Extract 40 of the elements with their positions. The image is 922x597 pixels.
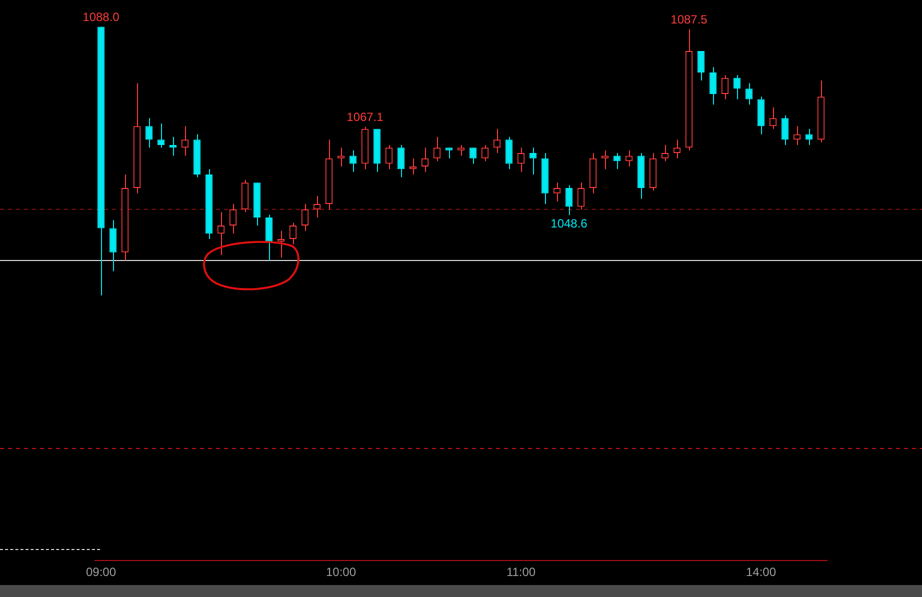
candlestick: [229, 204, 237, 234]
annotation: 1087.5: [670, 12, 708, 27]
candlestick: [217, 212, 225, 256]
candlestick: [157, 122, 165, 148]
candlestick: [565, 184, 573, 216]
annotation: 1048.6: [550, 216, 588, 230]
candlestick: [805, 128, 813, 146]
x-tick-label: 14:00: [746, 565, 776, 580]
candlestick: [145, 118, 153, 148]
candlestick: [673, 139, 681, 159]
candlestick: [337, 147, 345, 167]
candlestick: [301, 204, 309, 232]
candlestick: [721, 74, 729, 100]
x-tick-label: 10:00: [326, 565, 356, 580]
candlestick: [709, 66, 717, 106]
candlestick: [613, 152, 621, 170]
annotation: 1067.1: [346, 110, 384, 124]
candlestick: [289, 222, 297, 245]
candlestick: [793, 126, 801, 146]
annotation: 1088.0: [82, 10, 120, 24]
candlestick: [625, 150, 633, 167]
candlestick: [577, 182, 585, 210]
candlestick: [733, 74, 741, 100]
candlestick: [265, 214, 273, 261]
candlestick: [313, 196, 321, 218]
candlestick: [349, 150, 357, 172]
candlestick: [385, 144, 393, 170]
x-tick-label: 11:00: [506, 565, 536, 580]
candlestick: [109, 220, 117, 272]
candlestick: [553, 182, 561, 202]
candlestick: [697, 50, 705, 82]
candlestick: [661, 144, 669, 162]
x-tick-label: 09:00: [86, 565, 116, 580]
candlestick: [529, 147, 537, 176]
candlestick: [181, 126, 189, 156]
candlestick: [601, 150, 609, 170]
candlestick: [457, 144, 465, 156]
candlestick: [397, 144, 405, 178]
candlestick: [781, 114, 789, 146]
candlestick: [505, 136, 513, 170]
